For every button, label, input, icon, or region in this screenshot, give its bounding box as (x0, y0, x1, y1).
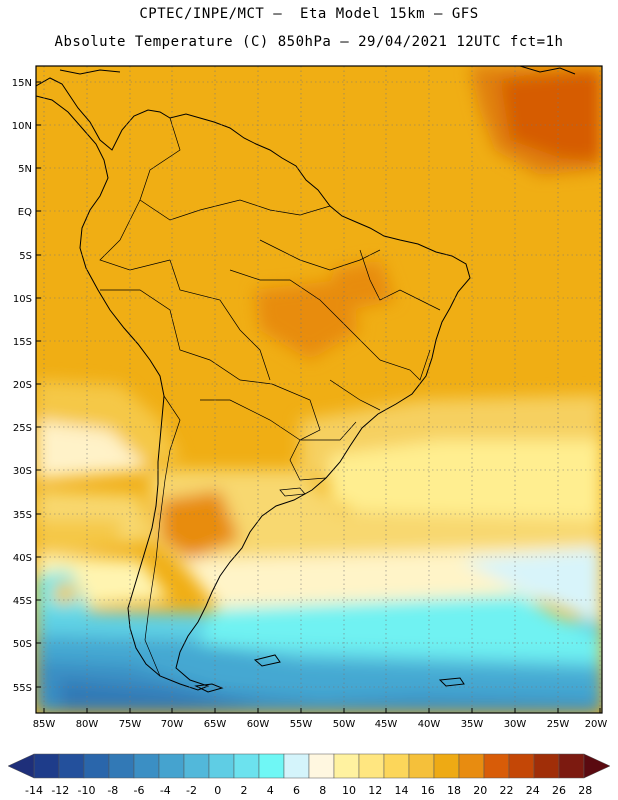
lat-label: 50S (13, 639, 32, 650)
lon-label: 55W (290, 719, 313, 730)
colorbar-cell (458, 753, 485, 779)
coastline-outline (36, 66, 576, 693)
lat-label: 15N (12, 78, 32, 89)
colorbar-tick-label: 26 (552, 784, 566, 797)
colorbar-cell (108, 753, 135, 779)
colorbar-cell (83, 753, 110, 779)
colorbar-tick-label: 24 (526, 784, 540, 797)
lon-label: 40W (418, 719, 441, 730)
colorbar-cell (283, 753, 310, 779)
lon-label: 75W (119, 719, 142, 730)
colorbar-cell (58, 753, 85, 779)
colorbar-cell (508, 753, 535, 779)
colorbar-cell (408, 753, 435, 779)
lat-label: 55S (13, 683, 32, 694)
colorbar-cell (433, 753, 460, 779)
colorbar-tick-label: -6 (134, 784, 145, 797)
lat-label: 15S (13, 337, 32, 348)
colorbar-high-arrow (583, 753, 611, 779)
colorbar-tick-label: 16 (421, 784, 435, 797)
colorbar-tick-label: 10 (342, 784, 356, 797)
lon-label: 25W (547, 719, 570, 730)
colorbar-tick-label: -8 (107, 784, 118, 797)
colorbar-tick-label: 2 (241, 784, 248, 797)
colorbar-tick-label: 20 (473, 784, 487, 797)
colorbar-tick-label: 0 (214, 784, 221, 797)
colorbar-cell (308, 753, 335, 779)
colorbar-tick-label: 18 (447, 784, 461, 797)
lat-label: 25S (13, 423, 32, 434)
colorbar-tick-label: 22 (500, 784, 514, 797)
colorbar-cell (33, 753, 60, 779)
lat-label: 10N (12, 121, 32, 132)
header-title-line-1: CPTEC/INPE/MCT – Eta Model 15km – GFS (139, 6, 479, 22)
colorbar-tick-label: 6 (293, 784, 300, 797)
colorbar-tick-label: 12 (368, 784, 382, 797)
lon-label: 60W (247, 719, 270, 730)
colorbar-tick-label: -14 (25, 784, 43, 797)
country-borders (99, 117, 441, 677)
colorbar-cell (133, 753, 160, 779)
lon-label: 20W (585, 719, 608, 730)
lat-label: 20S (13, 380, 32, 391)
lon-label: 45W (375, 719, 398, 730)
lat-label: 10S (13, 294, 32, 305)
lon-label: 85W (33, 719, 56, 730)
temperature-field (36, 66, 602, 713)
lat-label: 45S (13, 596, 32, 607)
lon-label: 50W (333, 719, 356, 730)
colorbar-cell (383, 753, 410, 779)
lat-label: 35S (13, 510, 32, 521)
lon-label: 65W (204, 719, 227, 730)
colorbar-cell (483, 753, 510, 779)
colorbar-cell (358, 753, 385, 779)
map-frame (35, 65, 603, 714)
lon-label: 80W (76, 719, 99, 730)
colorbar-cell (233, 753, 260, 779)
lat-label: 40S (13, 553, 32, 564)
colorbar-tick-label: -10 (78, 784, 96, 797)
temperature-map: 15N 10N 5N EQ 5S 10S 15S 20S 25S 30S 35S… (12, 65, 608, 730)
colorbar-cell (183, 753, 210, 779)
colorbar-cell (333, 753, 360, 779)
colorbar-tick-label: -12 (51, 784, 69, 797)
lat-label: 30S (13, 466, 32, 477)
colorbar-cell (158, 753, 185, 779)
colorbar-low-arrow (7, 753, 35, 779)
lon-label: 35W (461, 719, 484, 730)
lat-label: 5S (19, 251, 32, 262)
colorbar-tick-label: 14 (395, 784, 409, 797)
axis-ticks (36, 81, 601, 713)
header-title-line-2: Absolute Temperature (C) 850hPa – 29/04/… (54, 34, 564, 50)
colorbar-tick-label: 28 (578, 784, 592, 797)
colorbar: -14 -12 -10 -8 -6 -4 -2 0 2 4 6 8 10 12 … (7, 753, 611, 797)
colorbar-tick-label: -4 (160, 784, 171, 797)
colorbar-cell (558, 753, 585, 779)
colorbar-cell (208, 753, 235, 779)
colorbar-tick-label: 8 (319, 784, 326, 797)
lon-label: 30W (504, 719, 527, 730)
colorbar-cell (258, 753, 285, 779)
colorbar-cell (533, 753, 560, 779)
colorbar-tick-label: 4 (267, 784, 274, 797)
lon-label: 70W (161, 719, 184, 730)
colorbar-tick-label: -2 (186, 784, 197, 797)
lat-label: EQ (18, 207, 32, 218)
lat-label: 5N (18, 164, 32, 175)
